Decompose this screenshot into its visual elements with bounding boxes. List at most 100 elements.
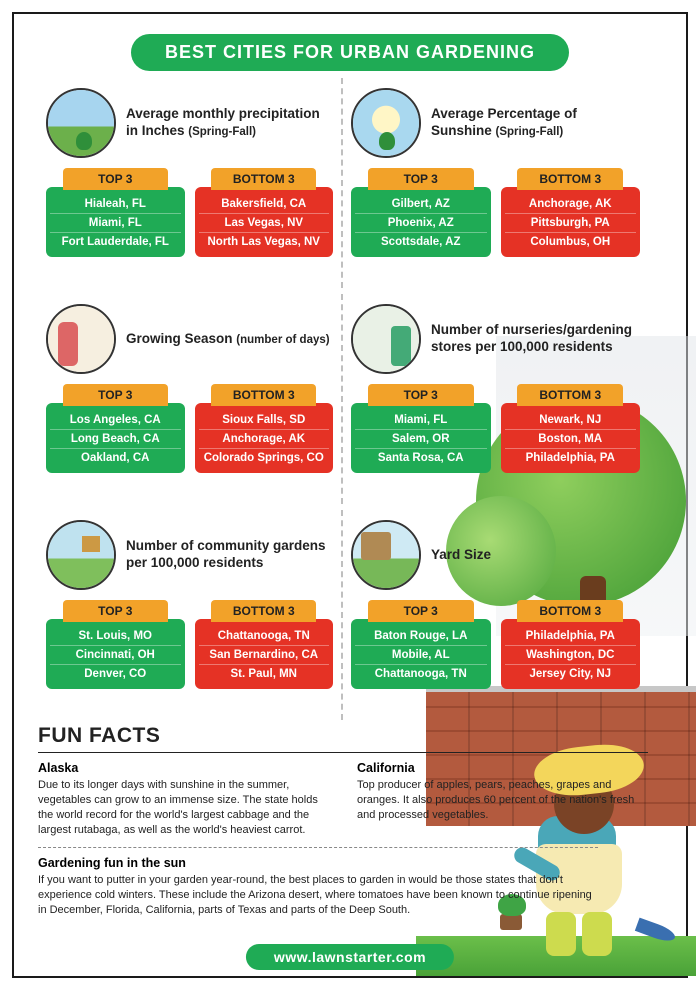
list-item: Long Beach, CA (50, 430, 181, 449)
top-list: Miami, FL Salem, OR Santa Rosa, CA (351, 403, 491, 473)
metric-card: Average Percentage of Sunshine (Spring-F… (343, 78, 648, 288)
list-item: Las Vegas, NV (199, 214, 330, 233)
card-icon (46, 88, 116, 158)
metric-card: Number of nurseries/gardening stores per… (343, 294, 648, 504)
top-list: St. Louis, MO Cincinnati, OH Denver, CO (46, 619, 185, 689)
list-item: Denver, CO (50, 665, 181, 683)
list-item: Oakland, CA (50, 449, 181, 467)
list-item: Anchorage, AK (505, 195, 637, 214)
top-column: TOP 3 Baton Rouge, LA Mobile, AL Chattan… (351, 600, 491, 689)
bottom-label: BOTTOM 3 (211, 168, 316, 190)
bottom-column: BOTTOM 3 Bakersfield, CA Las Vegas, NV N… (195, 168, 334, 257)
metric-card: Growing Season (number of days) TOP 3 Lo… (38, 294, 343, 504)
list-item: Fort Lauderdale, FL (50, 233, 181, 251)
fun-fact-body: If you want to putter in your garden yea… (38, 873, 598, 918)
list-item: Boston, MA (505, 430, 637, 449)
card-title: Number of community gardens per 100,000 … (126, 538, 333, 572)
card-subtitle: (number of days) (236, 334, 329, 346)
fun-fact-body: Top producer of apples, pears, peaches, … (357, 778, 648, 823)
top-column: TOP 3 Hialeah, FL Miami, FL Fort Lauderd… (46, 168, 185, 257)
card-icon (46, 304, 116, 374)
bottom-label: BOTTOM 3 (211, 384, 316, 406)
top-list: Hialeah, FL Miami, FL Fort Lauderdale, F… (46, 187, 185, 257)
fun-fact-title: Alaska (38, 761, 329, 775)
top-label: TOP 3 (368, 600, 474, 622)
list-item: Gilbert, AZ (355, 195, 487, 214)
card-title: Growing Season (number of days) (126, 331, 330, 348)
card-title: Yard Size (431, 547, 491, 564)
fun-fact-body: Due to its longer days with sunshine in … (38, 778, 329, 837)
list-item: Colorado Springs, CO (199, 449, 330, 467)
bottom-label: BOTTOM 3 (517, 600, 623, 622)
bottom-column: BOTTOM 3 Anchorage, AK Pittsburgh, PA Co… (501, 168, 641, 257)
fun-fact-title: California (357, 761, 648, 775)
metric-card: Yard Size TOP 3 Baton Rouge, LA Mobile, … (343, 510, 648, 720)
top-label: TOP 3 (63, 168, 168, 190)
fun-fact: Alaska Due to its longer days with sunsh… (38, 761, 329, 837)
list-item: Sioux Falls, SD (199, 411, 330, 430)
top-list: Baton Rouge, LA Mobile, AL Chattanooga, … (351, 619, 491, 689)
list-item: St. Louis, MO (50, 627, 181, 646)
top-label: TOP 3 (63, 384, 168, 406)
divider (38, 752, 648, 753)
list-item: Philadelphia, PA (505, 627, 637, 646)
list-item: Hialeah, FL (50, 195, 181, 214)
list-item: Newark, NJ (505, 411, 637, 430)
footer-url: www.lawnstarter.com (246, 944, 454, 970)
bottom-column: BOTTOM 3 Newark, NJ Boston, MA Philadelp… (501, 384, 641, 473)
top-label: TOP 3 (63, 600, 168, 622)
list-item: Miami, FL (355, 411, 487, 430)
list-item: North Las Vegas, NV (199, 233, 330, 251)
list-item: Pittsburgh, PA (505, 214, 637, 233)
list-item: Chattanooga, TN (199, 627, 330, 646)
fun-fact: California Top producer of apples, pears… (357, 761, 648, 837)
card-subtitle: (Spring-Fall) (496, 126, 564, 138)
bottom-list: Sioux Falls, SD Anchorage, AK Colorado S… (195, 403, 334, 473)
card-icon (46, 520, 116, 590)
metric-card: Average monthly precipitation in Inches … (38, 78, 343, 288)
card-icon (351, 520, 421, 590)
list-item: St. Paul, MN (199, 665, 330, 683)
list-item: Miami, FL (50, 214, 181, 233)
list-item: Scottsdale, AZ (355, 233, 487, 251)
bottom-list: Newark, NJ Boston, MA Philadelphia, PA (501, 403, 641, 473)
bottom-list: Bakersfield, CA Las Vegas, NV North Las … (195, 187, 334, 257)
list-item: Anchorage, AK (199, 430, 330, 449)
list-item: Jersey City, NJ (505, 665, 637, 683)
list-item: Philadelphia, PA (505, 449, 637, 467)
top-column: TOP 3 Los Angeles, CA Long Beach, CA Oak… (46, 384, 185, 473)
fun-facts-section: FUN FACTS Alaska Due to its longer days … (38, 724, 648, 918)
fun-fact-title: Gardening fun in the sun (38, 856, 598, 870)
bottom-list: Philadelphia, PA Washington, DC Jersey C… (501, 619, 641, 689)
list-item: Cincinnati, OH (50, 646, 181, 665)
top-column: TOP 3 Gilbert, AZ Phoenix, AZ Scottsdale… (351, 168, 491, 257)
card-icon (351, 88, 421, 158)
top-label: TOP 3 (368, 384, 474, 406)
top-list: Los Angeles, CA Long Beach, CA Oakland, … (46, 403, 185, 473)
bottom-label: BOTTOM 3 (517, 384, 623, 406)
list-item: Los Angeles, CA (50, 411, 181, 430)
fun-facts-heading: FUN FACTS (38, 724, 648, 748)
card-icon (351, 304, 421, 374)
list-item: Mobile, AL (355, 646, 487, 665)
list-item: Phoenix, AZ (355, 214, 487, 233)
list-item: Columbus, OH (505, 233, 637, 251)
fun-fact: Gardening fun in the sun If you want to … (38, 856, 598, 918)
card-subtitle: (Spring-Fall) (188, 126, 256, 138)
list-item: Chattanooga, TN (355, 665, 487, 683)
page-frame: BEST CITIES FOR URBAN GARDENING Average … (12, 12, 688, 978)
bottom-column: BOTTOM 3 Philadelphia, PA Washington, DC… (501, 600, 641, 689)
top-list: Gilbert, AZ Phoenix, AZ Scottsdale, AZ (351, 187, 491, 257)
page-title: BEST CITIES FOR URBAN GARDENING (131, 34, 569, 71)
list-item: Baton Rouge, LA (355, 627, 487, 646)
dashed-divider (38, 847, 598, 848)
card-title: Average Percentage of Sunshine (Spring-F… (431, 106, 640, 140)
top-column: TOP 3 Miami, FL Salem, OR Santa Rosa, CA (351, 384, 491, 473)
list-item: Santa Rosa, CA (355, 449, 487, 467)
bottom-column: BOTTOM 3 Sioux Falls, SD Anchorage, AK C… (195, 384, 334, 473)
list-item: Bakersfield, CA (199, 195, 330, 214)
card-title: Number of nurseries/gardening stores per… (431, 322, 640, 356)
metric-card: Number of community gardens per 100,000 … (38, 510, 343, 720)
top-column: TOP 3 St. Louis, MO Cincinnati, OH Denve… (46, 600, 185, 689)
card-title: Average monthly precipitation in Inches … (126, 106, 333, 140)
